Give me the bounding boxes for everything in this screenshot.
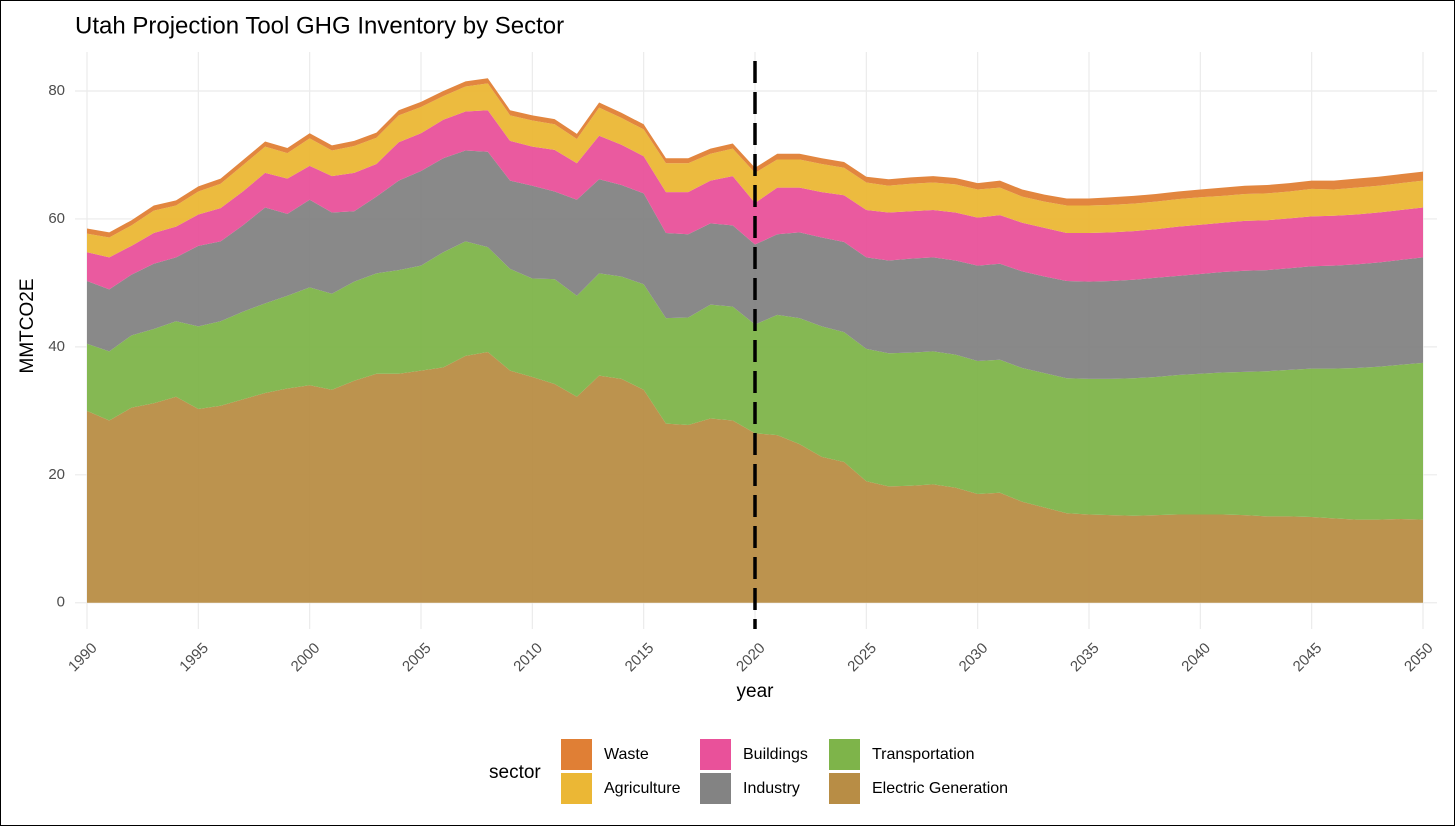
area bbox=[87, 110, 1423, 290]
x-tick-label: 2010 bbox=[510, 640, 546, 676]
legend-key bbox=[829, 739, 860, 770]
x-tick-label: 2030 bbox=[956, 640, 992, 676]
x-tick-label: 2005 bbox=[399, 640, 435, 676]
legend-key bbox=[700, 773, 731, 804]
x-tick-label: 1995 bbox=[176, 640, 212, 676]
y-tick-label: 80 bbox=[48, 82, 65, 99]
x-tick-label: 2000 bbox=[288, 640, 324, 676]
x-tick-label: 2015 bbox=[622, 640, 658, 676]
x-tick-label: 2050 bbox=[1401, 640, 1437, 676]
x-tick-label: 2025 bbox=[844, 640, 880, 676]
x-tick-label: 2020 bbox=[733, 640, 769, 676]
y-axis-title: MMTCO2E bbox=[17, 279, 38, 374]
y-tick-label: 60 bbox=[48, 210, 65, 227]
y-tick-label: 0 bbox=[57, 594, 65, 611]
x-tick-label: 1990 bbox=[65, 640, 101, 676]
legend-label: Transportation bbox=[872, 746, 975, 763]
legend-label: Electric Generation bbox=[872, 780, 1008, 797]
legend-label: Agriculture bbox=[604, 780, 681, 797]
y-tick-label: 20 bbox=[48, 466, 65, 483]
legend-label: Industry bbox=[743, 780, 800, 797]
area bbox=[87, 83, 1423, 258]
legend-label: Buildings bbox=[743, 746, 808, 763]
x-tick-label: 2040 bbox=[1178, 640, 1214, 676]
legend-key bbox=[561, 739, 592, 770]
x-axis-title: year bbox=[737, 681, 775, 702]
legend-key bbox=[829, 773, 860, 804]
legend-key bbox=[700, 739, 731, 770]
legend-label: Waste bbox=[604, 746, 649, 763]
legend-title: sector bbox=[489, 762, 541, 783]
x-tick-label: 2035 bbox=[1067, 640, 1103, 676]
chart-title: Utah Projection Tool GHG Inventory by Se… bbox=[75, 12, 564, 39]
legend-key bbox=[561, 773, 592, 804]
x-tick-label: 2045 bbox=[1290, 640, 1326, 676]
y-tick-label: 40 bbox=[48, 338, 65, 355]
